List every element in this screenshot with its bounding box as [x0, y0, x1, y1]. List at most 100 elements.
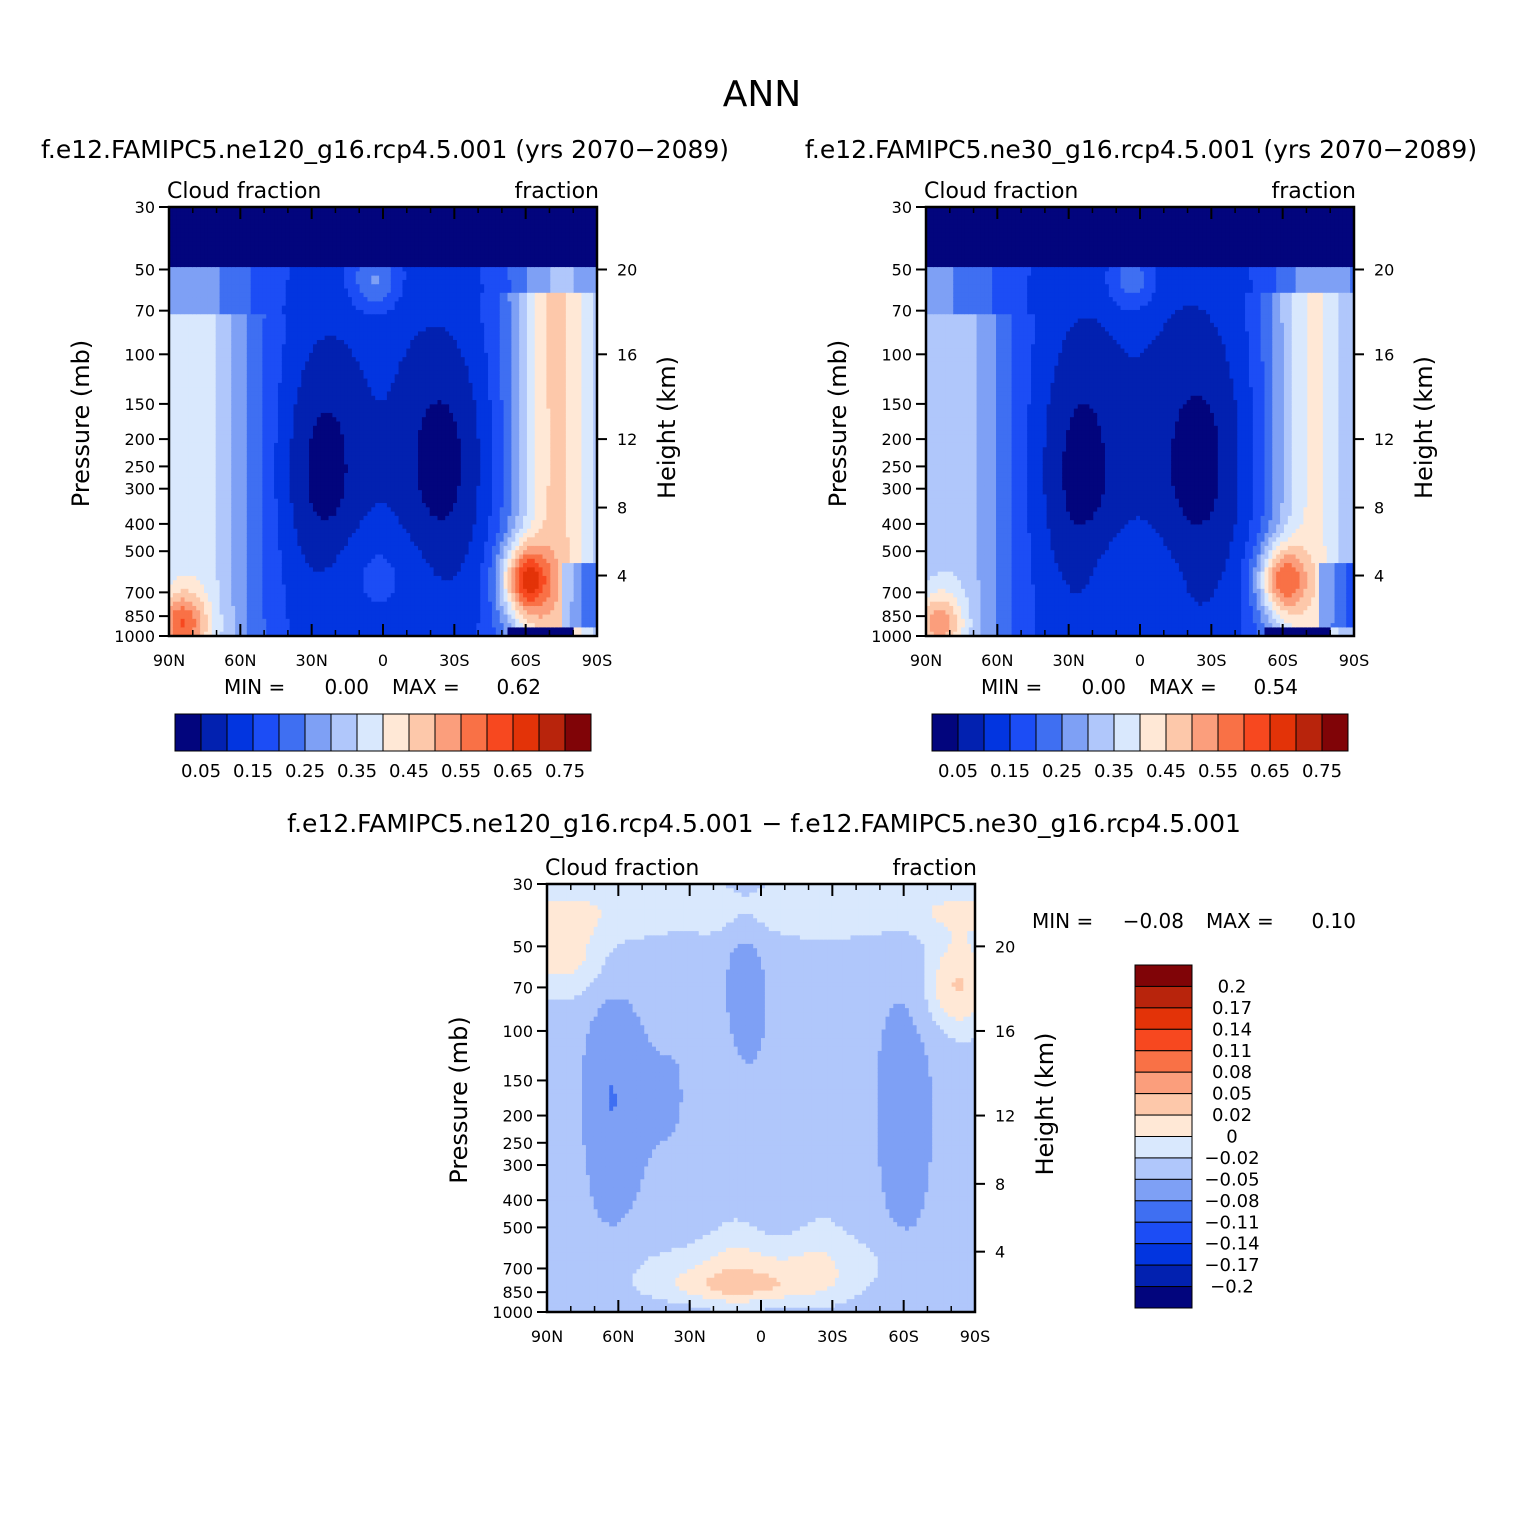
cloud-cell: [274, 486, 278, 491]
cloud-cell: [274, 400, 278, 405]
cloud-cell: [173, 494, 177, 499]
cloud-cell: [286, 524, 290, 529]
cloud-cell: [266, 602, 270, 607]
cloud-cell: [204, 271, 208, 276]
cloud-cell: [181, 494, 185, 499]
cloud-cell: [177, 349, 181, 354]
cloud-cell: [192, 456, 196, 461]
cloud-cell: [247, 246, 251, 251]
cloud-cell: [255, 228, 259, 233]
cloud-cell: [262, 477, 266, 482]
cloud-cell: [294, 353, 298, 358]
cloud-cell: [216, 430, 220, 435]
cloud-cell: [227, 331, 231, 336]
cloud-cell: [227, 293, 231, 298]
cloud-cell: [278, 370, 282, 375]
cloud-cell: [227, 447, 231, 452]
cloud-cell: [243, 284, 247, 289]
cloud-cell: [305, 469, 309, 474]
cloud-cell: [185, 413, 189, 418]
cloud-cell: [177, 593, 181, 598]
cloud-cell: [196, 610, 200, 615]
cloud-cell: [239, 524, 243, 529]
cloud-cell: [286, 469, 290, 474]
cloud-cell: [309, 344, 313, 349]
cloud-cell: [270, 331, 274, 336]
cloud-cell: [297, 477, 301, 482]
cloud-cell: [200, 301, 204, 306]
cloud-cell: [177, 323, 181, 328]
cloud-cell: [227, 464, 231, 469]
cloud-cell: [212, 216, 216, 221]
cloud-cell: [239, 563, 243, 568]
cloud-cell: [294, 370, 298, 375]
cloud-cell: [212, 589, 216, 594]
cloud-cell: [192, 559, 196, 564]
cloud-cell: [286, 602, 290, 607]
cloud-cell: [282, 627, 286, 632]
cloud-cell: [294, 220, 298, 225]
cloud-cell: [282, 554, 286, 559]
cloud-cell: [188, 319, 192, 324]
cloud-cell: [204, 482, 208, 487]
cloud-cell: [235, 340, 239, 345]
cloud-cell: [223, 494, 227, 499]
cloud-cell: [286, 216, 290, 221]
cloud-cell: [212, 567, 216, 572]
cloud-cell: [301, 413, 305, 418]
cloud-cell: [188, 576, 192, 581]
cloud-cell: [181, 370, 185, 375]
cloud-cell: [188, 254, 192, 259]
cloud-cell: [212, 422, 216, 427]
cloud-cell: [227, 529, 231, 534]
cloud-cell: [212, 396, 216, 401]
cloud-cell: [255, 619, 259, 624]
cloud-cell: [208, 254, 212, 259]
cloud-cell: [262, 314, 266, 319]
cloud-cell: [243, 576, 247, 581]
cloud-cell: [196, 224, 200, 229]
cloud-cell: [278, 340, 282, 345]
cloud-cell: [227, 228, 231, 233]
cloud-cell: [181, 439, 185, 444]
cloud-cell: [220, 507, 224, 512]
cloud-cell: [305, 482, 309, 487]
cloud-cell: [200, 477, 204, 482]
cloud-cell: [251, 494, 255, 499]
cloud-cell: [278, 520, 282, 525]
cloud-cell: [196, 263, 200, 268]
cloud-cell: [301, 546, 305, 551]
cloud-cell: [200, 627, 204, 632]
cloud-cell: [301, 404, 305, 409]
cloud-cell: [266, 301, 270, 306]
cloud-cell: [227, 314, 231, 319]
cloud-cell: [196, 623, 200, 628]
cloud-cell: [220, 289, 224, 294]
cloud-cell: [177, 580, 181, 585]
cloud-cell: [227, 430, 231, 435]
cloud-cell: [177, 447, 181, 452]
cloud-cell: [278, 366, 282, 371]
cloud-cell: [266, 344, 270, 349]
cloud-cell: [282, 615, 286, 620]
cloud-cell: [235, 589, 239, 594]
cloud-cell: [196, 602, 200, 607]
cloud-cell: [243, 430, 247, 435]
cloud-cell: [251, 237, 255, 242]
cloud-cell: [301, 211, 305, 216]
cloud-cell: [301, 606, 305, 611]
cloud-cell: [274, 567, 278, 572]
cloud-cell: [192, 233, 196, 238]
cloud-cell: [208, 379, 212, 384]
cloud-cell: [204, 619, 208, 624]
cloud-cell: [301, 619, 305, 624]
cloud-cell: [177, 486, 181, 491]
cloud-cell: [309, 233, 313, 238]
cloud-cell: [173, 391, 177, 396]
cloud-cell: [274, 593, 278, 598]
cloud-cell: [270, 473, 274, 478]
cloud-cell: [220, 430, 224, 435]
cloud-cell: [204, 258, 208, 263]
cloud-cell: [286, 254, 290, 259]
cloud-cell: [212, 610, 216, 615]
